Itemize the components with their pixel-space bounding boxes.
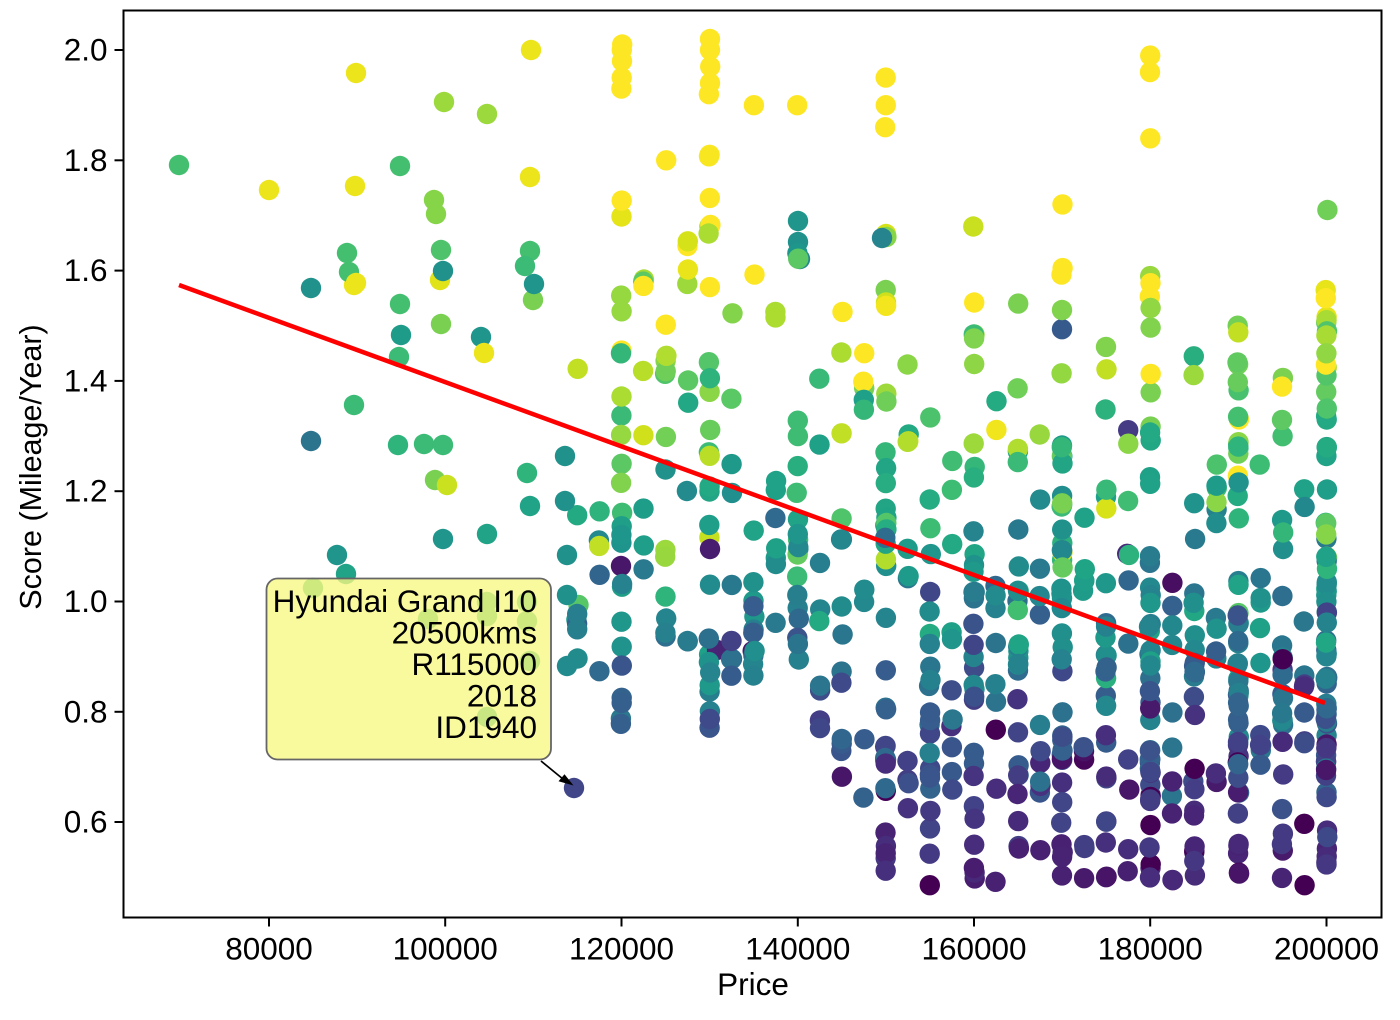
- svg-text:0.8: 0.8: [64, 693, 108, 729]
- svg-text:120000: 120000: [569, 931, 674, 967]
- svg-text:ID1940: ID1940: [435, 709, 537, 745]
- svg-text:0.6: 0.6: [64, 804, 108, 840]
- svg-text:Hyundai Grand I10: Hyundai Grand I10: [273, 583, 537, 619]
- svg-text:1.6: 1.6: [64, 252, 108, 288]
- svg-text:140000: 140000: [745, 931, 850, 967]
- svg-text:1.2: 1.2: [64, 473, 108, 509]
- svg-text:1.0: 1.0: [64, 583, 108, 619]
- svg-text:200000: 200000: [1274, 931, 1379, 967]
- svg-text:80000: 80000: [225, 931, 313, 967]
- svg-text:2.0: 2.0: [64, 32, 108, 68]
- svg-text:Score (Mileage/Year): Score (Mileage/Year): [14, 324, 48, 609]
- svg-text:1.8: 1.8: [64, 142, 108, 178]
- svg-text:20500kms: 20500kms: [392, 615, 537, 651]
- svg-text:1.4: 1.4: [64, 362, 108, 398]
- svg-text:160000: 160000: [921, 931, 1026, 967]
- svg-text:2018: 2018: [467, 678, 537, 714]
- svg-text:180000: 180000: [1098, 931, 1203, 967]
- svg-text:R115000: R115000: [411, 646, 537, 682]
- svg-text:Price: Price: [717, 966, 789, 1002]
- svg-text:100000: 100000: [393, 931, 498, 967]
